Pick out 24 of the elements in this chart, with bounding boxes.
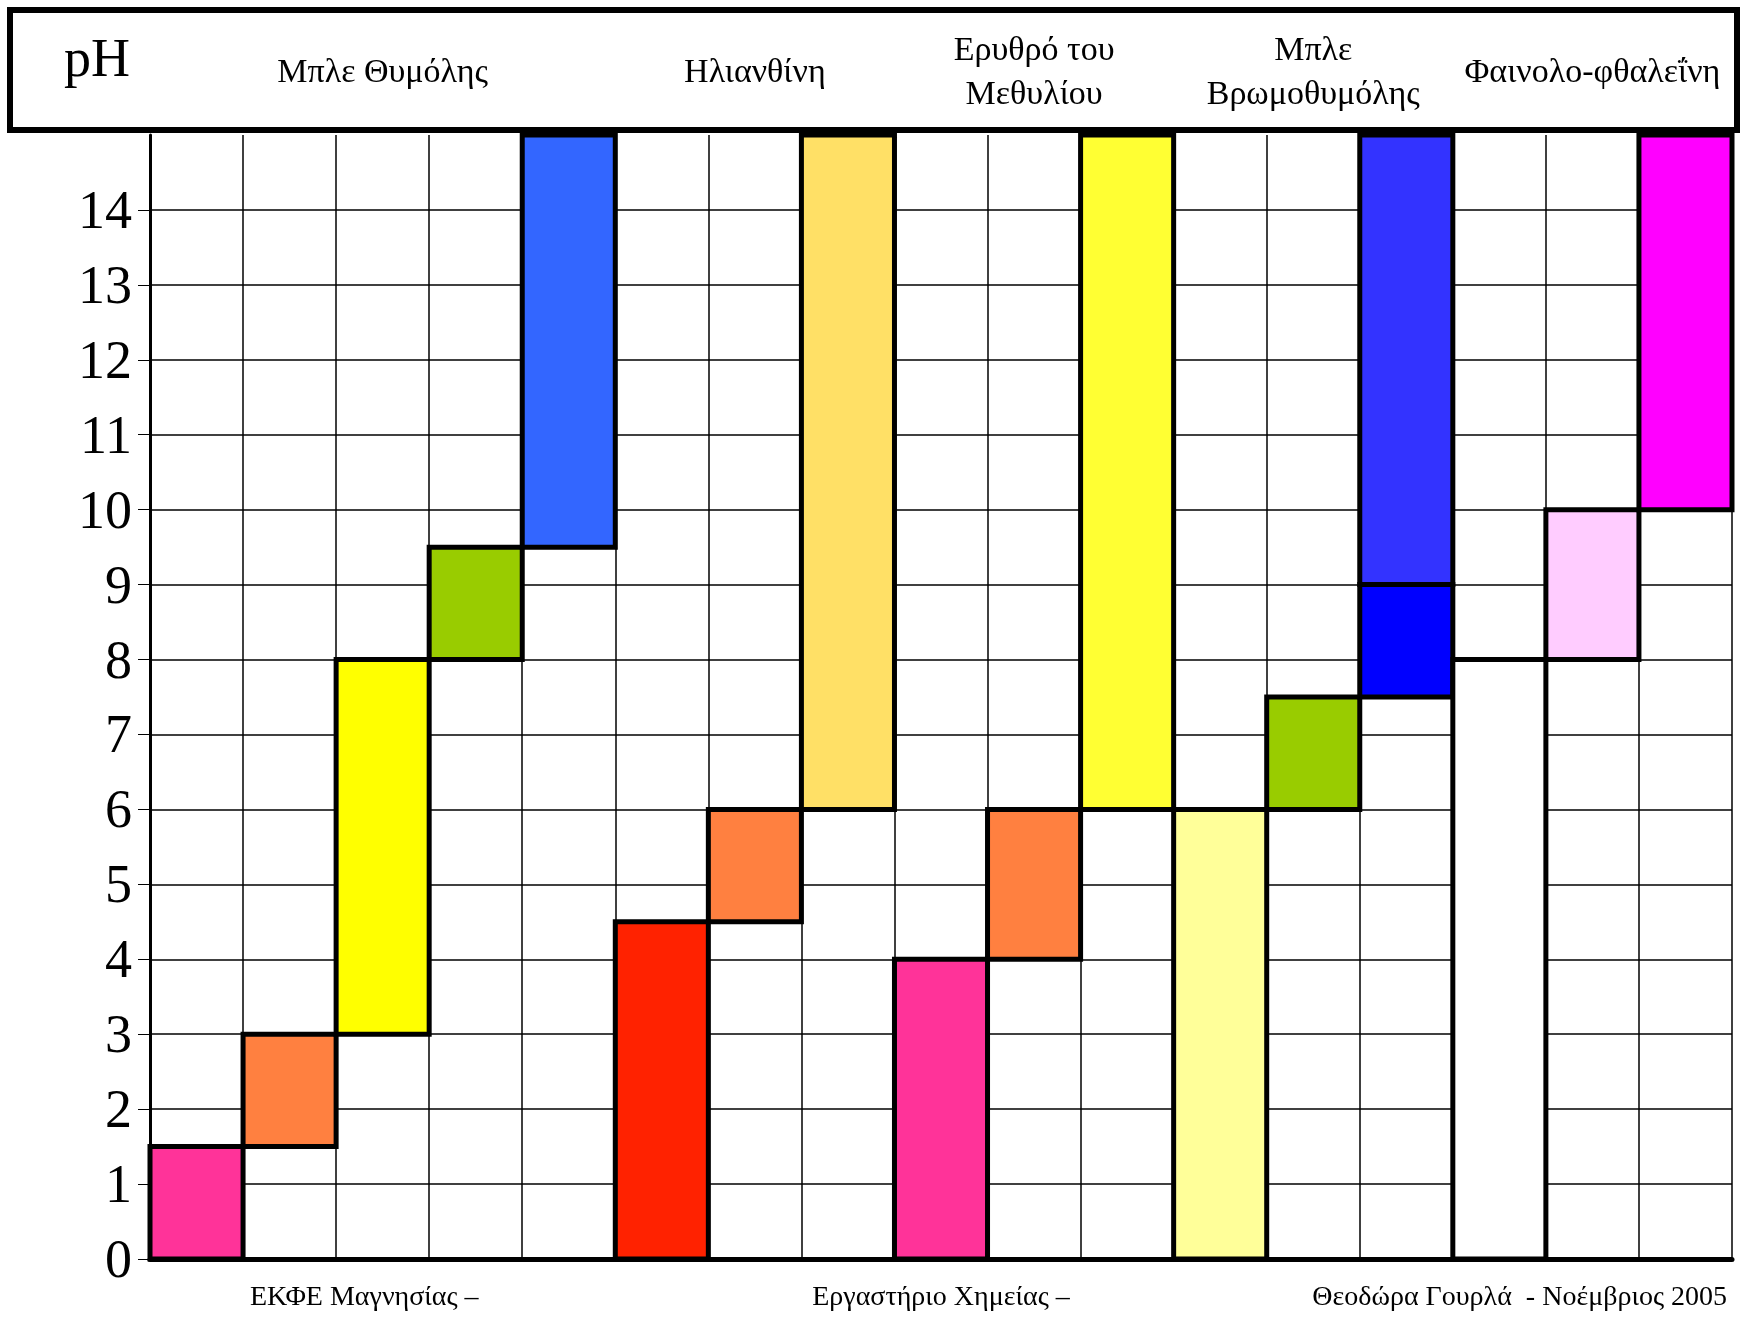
text: Εργαστήριο Χημείας – (812, 1279, 1071, 1311)
y-tick-label: 12 (78, 329, 132, 390)
y-tick-label: 6 (105, 779, 132, 840)
y-tick-label: 9 (105, 554, 132, 615)
y-tick-label: 8 (105, 629, 132, 690)
y-tick-label: 10 (78, 479, 132, 540)
text: ΕΚΦΕ Μαγνησίας – (250, 1279, 480, 1311)
text: Θεοδώρα Γουρλά - Νοέμβριος 2005 (1312, 1279, 1727, 1311)
y-tick-label: 1 (105, 1154, 132, 1215)
y-tick-label: 7 (105, 704, 132, 765)
y-tick-label: 13 (78, 254, 132, 315)
y-tick-label: 14 (78, 179, 132, 240)
x-tick-label: Ηλιανθίνη (684, 52, 826, 89)
y-tick-label: 2 (105, 1079, 132, 1140)
y-tick-label: 4 (105, 929, 132, 990)
x-tick-label: Μπλε Θυμόλης (277, 52, 489, 89)
y-tick-label: 0 (105, 1229, 132, 1289)
x-tick-label: Ερυθρό του Μεθυλίου (953, 30, 1115, 111)
y-tick-label: 5 (105, 854, 132, 915)
x-tick-label: Φαινολο-φθαλεΐνη (1464, 52, 1721, 89)
y-tick-label: 3 (105, 1004, 132, 1065)
y-axis-title: pH (64, 28, 130, 88)
x-tick-label: Μπλε Βρωμοθυμόλης (1206, 30, 1421, 111)
y-tick-label: 11 (80, 404, 132, 465)
